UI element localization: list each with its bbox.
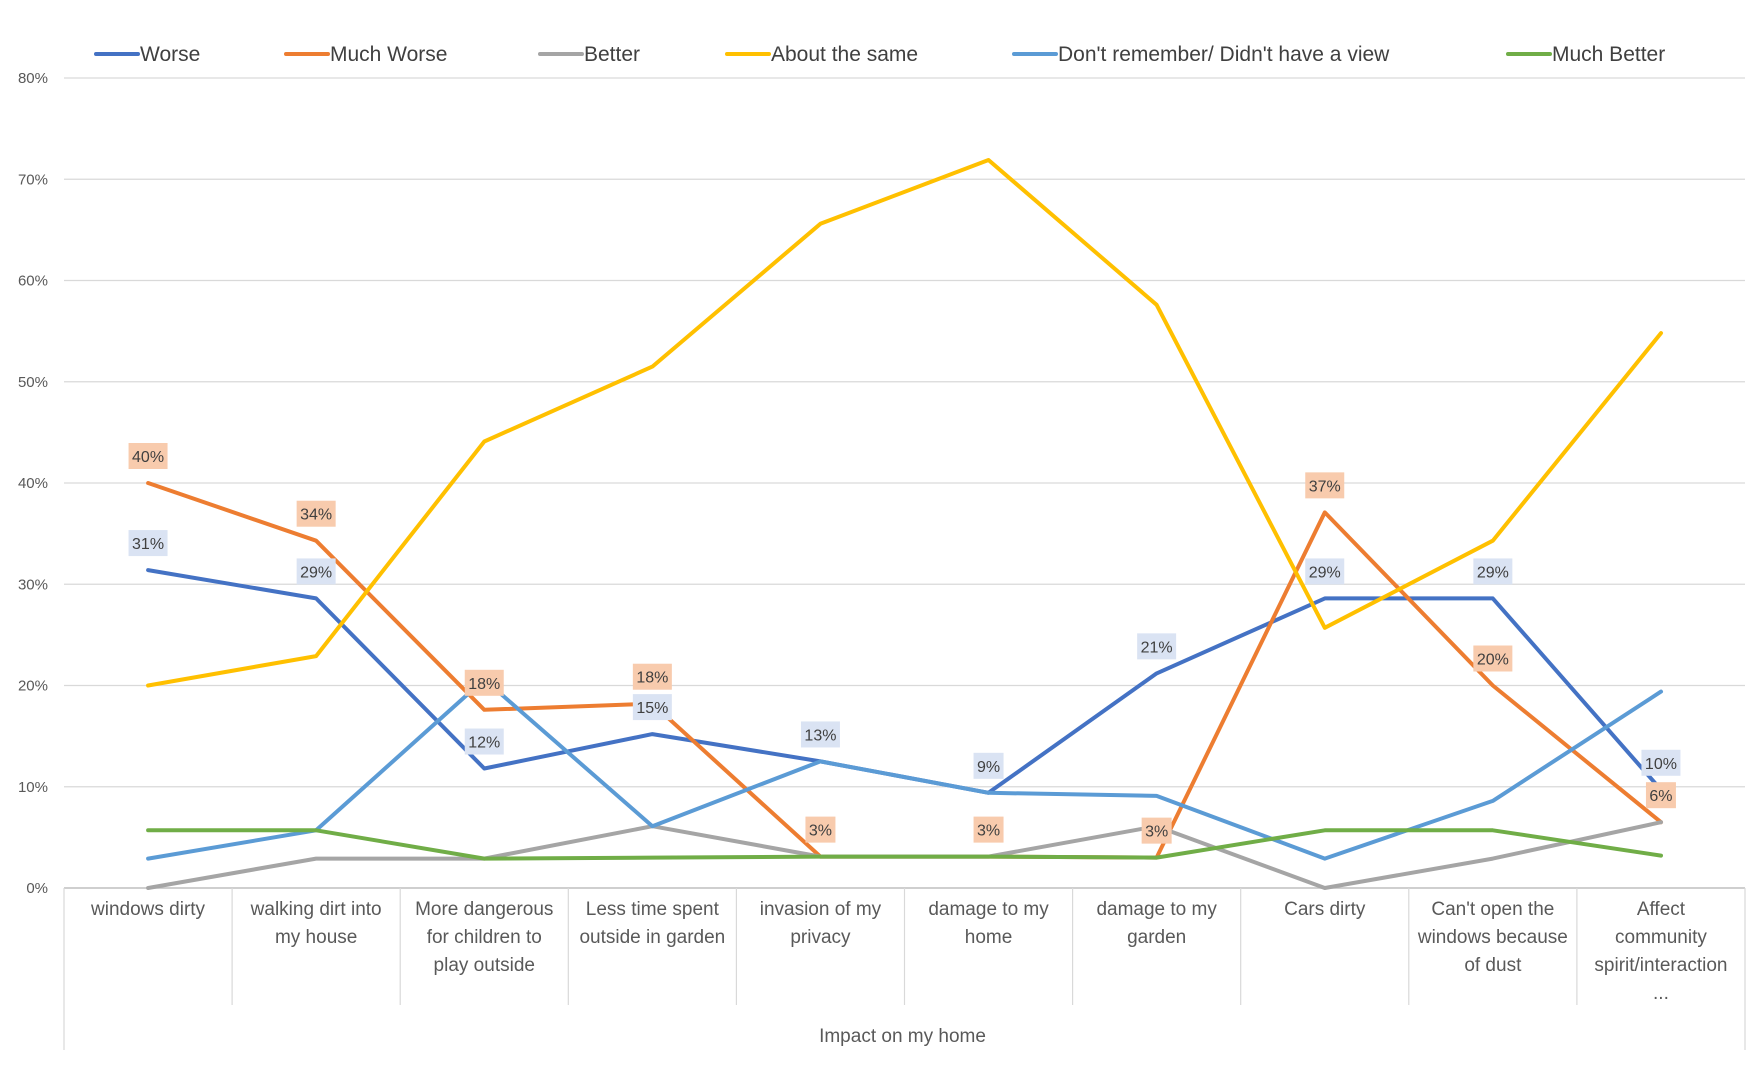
series-lines xyxy=(146,158,1663,890)
data-label: 3% xyxy=(977,823,1000,840)
data-label-box xyxy=(128,443,168,469)
data-label: 3% xyxy=(809,823,832,840)
legend-entry: Much Better xyxy=(1552,43,1665,66)
data-label-box xyxy=(296,500,336,527)
x-tick-label: More dangerous for children to play outsid… xyxy=(415,899,553,976)
data-label-box xyxy=(973,816,1004,843)
y-tick-label: 0% xyxy=(26,880,48,897)
data-label-box xyxy=(1305,472,1345,499)
data-label-box xyxy=(805,816,836,843)
data-label: 29% xyxy=(1309,564,1341,581)
data-label: 40% xyxy=(132,449,164,466)
data-label-box xyxy=(1641,749,1681,776)
series-line-3 xyxy=(146,158,1663,688)
data-label-box xyxy=(1137,633,1177,660)
data-label: 20% xyxy=(1477,652,1509,669)
data-label: 15% xyxy=(636,700,668,717)
series-line-1 xyxy=(146,481,1663,860)
data-label: 37% xyxy=(1309,478,1341,495)
y-tick-label: 10% xyxy=(18,779,48,796)
y-tick-label: 30% xyxy=(18,576,48,593)
legend: Worse Much Worse Better About the same Don't… xyxy=(94,43,1665,66)
y-tick-label: 70% xyxy=(18,171,48,188)
y-tick-label: 40% xyxy=(18,475,48,492)
data-label-box xyxy=(1645,782,1676,809)
data-label: 31% xyxy=(132,536,164,553)
y-tick-label: 20% xyxy=(18,678,48,695)
x-tick-label: Cars dirty xyxy=(1284,899,1366,920)
series-line-0 xyxy=(146,568,1663,795)
x-tick-label: invasion of my privacy xyxy=(760,899,882,948)
data-label: 18% xyxy=(636,670,668,687)
data-label-box xyxy=(1473,558,1513,585)
data-label-box xyxy=(632,694,672,721)
x-tick-label: Less time spent outside in garden xyxy=(579,899,725,948)
axes: 0% 10% 20% 30% 40% 50% 60% 70% 80% windows dirty w… xyxy=(18,70,1746,1050)
data-label: 13% xyxy=(804,727,836,744)
data-label-box xyxy=(973,752,1004,779)
legend-entry: About the same xyxy=(771,43,918,66)
y-tick-label: 60% xyxy=(18,273,48,290)
data-label-box xyxy=(128,530,168,557)
legend-entry: Don't remember/ Didn't have a view xyxy=(1058,43,1390,66)
y-tick-label: 80% xyxy=(18,70,48,87)
data-label-box xyxy=(800,721,840,748)
data-label-box xyxy=(1141,817,1172,844)
data-label: 10% xyxy=(1645,756,1677,773)
series-line-5 xyxy=(146,828,1663,861)
data-label-box xyxy=(296,558,336,585)
data-label-box xyxy=(464,728,504,755)
data-label-box xyxy=(632,663,672,690)
y-tick-label: 50% xyxy=(18,374,48,391)
x-axis-title: Impact on my home xyxy=(819,1026,986,1047)
x-tick-label: walking dirt into my house xyxy=(250,899,382,948)
legend-entry: Much Worse xyxy=(330,43,447,66)
data-label: 18% xyxy=(468,676,500,693)
data-label: 3% xyxy=(1145,824,1168,841)
data-label: 34% xyxy=(300,507,332,524)
data-label: 6% xyxy=(1649,788,1672,805)
data-label: 29% xyxy=(300,564,332,581)
x-tick-label: Affect community spirit/interaction... xyxy=(1594,899,1727,1004)
gridlines xyxy=(64,77,1745,788)
data-label: 29% xyxy=(1477,564,1509,581)
x-tick-label: damage to my garden xyxy=(1096,899,1217,948)
data-label: 9% xyxy=(977,759,1000,776)
x-tick-label: windows dirty xyxy=(90,899,206,920)
legend-entry: Better xyxy=(584,43,640,66)
x-tick-label: Can't open the windows because of dust xyxy=(1417,899,1568,976)
data-label-box xyxy=(1473,645,1513,672)
data-label: 21% xyxy=(1141,639,1173,656)
data-label-box xyxy=(464,669,504,696)
x-tick-label: damage to my home xyxy=(928,899,1049,948)
data-label-box xyxy=(1305,558,1345,585)
legend-entry: Worse xyxy=(140,43,200,66)
data-labels: 31% 29% 12% 15% 13% 9% 21% 29% 29% 10% 40% 34% 18% 18… xyxy=(128,443,1681,844)
data-label: 12% xyxy=(468,735,500,752)
